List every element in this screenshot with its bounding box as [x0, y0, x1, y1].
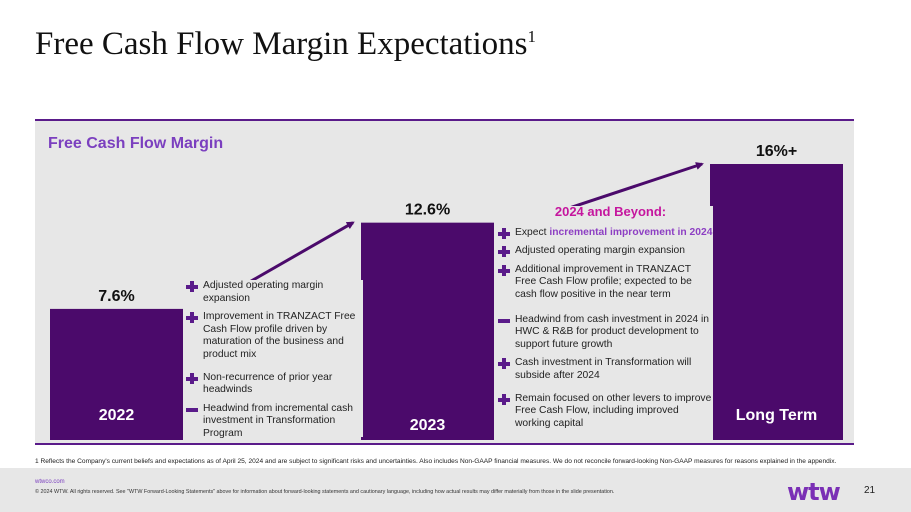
footer-copyright: © 2024 WTW. All rights reserved. See "WT…: [35, 489, 615, 495]
bar-2022: [50, 308, 183, 440]
note-item: Remain focused on other levers to improv…: [498, 393, 713, 431]
note-text: Improvement in TRANZACT Free Cash Flow p…: [203, 311, 356, 360]
wtw-logo: wtw: [787, 478, 841, 506]
footnote: 1 Reflects the Company's current beliefs…: [35, 458, 837, 465]
plus-icon: [498, 393, 510, 405]
slide-title: Free Cash Flow Margin Expectations1: [35, 26, 536, 63]
beyond-note-highlight: incremental improvement in 2024: [549, 226, 713, 238]
note-text: Remain focused on other levers to improv…: [515, 392, 712, 429]
data-label: 7.6%: [98, 288, 134, 305]
bar-long-term: [710, 164, 843, 440]
beyond-note-prefix: Expect: [515, 226, 550, 238]
note-item: Non-recurrence of prior year headwinds: [186, 372, 363, 397]
minus-icon: [186, 403, 198, 415]
chart-title: Free Cash Flow Margin: [48, 135, 224, 152]
footer: [0, 468, 911, 512]
note-text: Non-recurrence of prior year headwinds: [203, 371, 333, 396]
note-item: Headwind from incremental cash investmen…: [186, 403, 363, 441]
title-footnote-marker: 1: [527, 27, 537, 46]
category-label: 2022: [99, 407, 135, 424]
note-item: Cash investment in Transformation will s…: [498, 357, 713, 382]
plus-icon: [498, 245, 510, 258]
beyond-note: Expect incremental improvement in 2024: [498, 227, 713, 240]
note-text: Cash investment in Transformation will s…: [515, 357, 692, 381]
plus-icon: [498, 264, 510, 276]
minus-icon: [498, 314, 510, 326]
note-item: Improvement in TRANZACT Free Cash Flow p…: [186, 311, 363, 361]
page-number: 21: [864, 485, 876, 496]
note-text: Additional improvement in TRANZACT Free …: [515, 263, 692, 300]
notes-2024-and-beyond: 2024 and Beyond: Expect incremental impr…: [494, 204, 713, 440]
note-item: Additional improvement in TRANZACT Free …: [498, 264, 713, 302]
beyond-title: 2024 and Beyond:: [554, 204, 667, 219]
footer-url-link[interactable]: wtwco.com: [35, 479, 65, 485]
notes-2023: Adjusted operating margin expansion Impro…: [183, 280, 363, 439]
plus-icon: [498, 357, 510, 370]
data-label: 16%+: [756, 143, 797, 160]
plus-icon: [186, 372, 198, 384]
category-label: Long Term: [736, 407, 817, 424]
slide-title-text: Free Cash Flow Margin Expectations: [35, 26, 528, 62]
note-text: Headwind from incremental cash investmen…: [203, 402, 353, 439]
bar-2023: [361, 222, 494, 440]
note-text: Adjusted operating margin expansion: [203, 280, 324, 304]
note-text: Adjusted operating margin expansion: [515, 245, 686, 257]
note-item: Headwind from cash investment in 2024 in…: [498, 314, 713, 352]
plus-icon: [186, 311, 198, 324]
note-item: Adjusted operating margin expansion: [186, 280, 363, 305]
category-label: 2023: [410, 417, 446, 434]
plus-icon: [186, 280, 198, 292]
data-label: 12.6%: [405, 202, 450, 219]
plus-icon: [498, 227, 510, 239]
note-text: Headwind from cash investment in 2024 in…: [515, 313, 710, 350]
note-item: Adjusted operating margin expansion: [498, 245, 713, 258]
